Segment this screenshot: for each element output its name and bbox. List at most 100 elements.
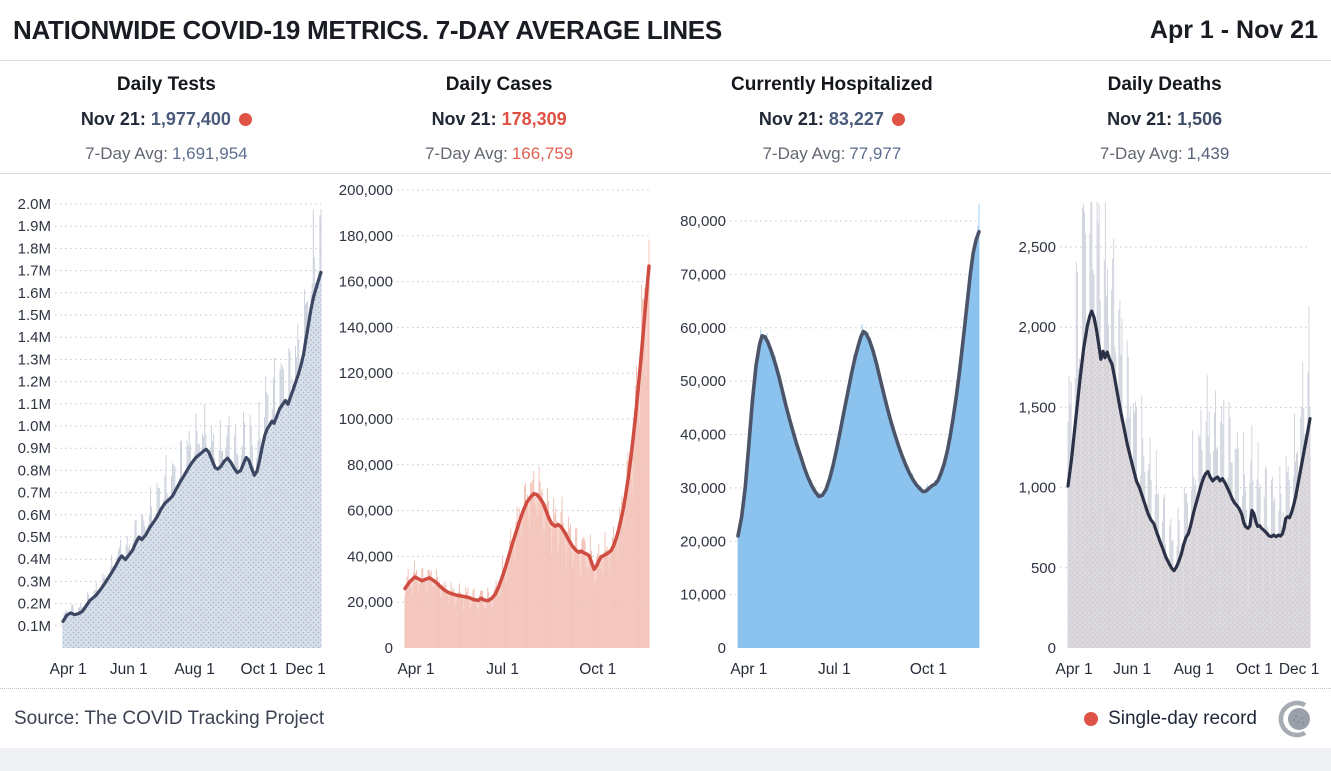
chart-figure: 80,000 70,000 60,000 50,000 40,000 30,000 20,0… [666,174,999,693]
svg-text:1.2M: 1.2M [18,374,51,391]
daily-cases-chart: 200,000 180,000 160,000 140,000 120,000 100,0… [339,182,651,678]
svg-text:500: 500 [1031,560,1056,577]
avg-value: 1,691,954 [171,144,248,163]
svg-text:0.8M: 0.8M [18,462,51,479]
stat-daily-cases: Daily Cases Nov 21: 178,309 7-Day Avg: 166… [333,61,666,173]
record-dot [891,113,905,126]
svg-text:0.9M: 0.9M [18,440,51,457]
svg-text:Dec 1: Dec 1 [285,661,326,678]
latest-label: Nov 21: [758,109,824,129]
svg-text:Oct 1: Oct 1 [910,661,947,678]
bottom-strip [0,748,1331,771]
currently-hospitalized-chart: 80,000 70,000 60,000 50,000 40,000 30,000 20,0… [680,203,981,678]
stat-avg: 7-Day Avg: 1,439 [998,144,1331,164]
source-credit: Source: The COVID Tracking Project [14,707,325,729]
svg-text:60,000: 60,000 [680,320,726,337]
footer-right: Single-day record [1084,699,1317,739]
svg-text:1.1M: 1.1M [18,396,51,413]
svg-text:2,500: 2,500 [1018,239,1056,256]
record-legend: Single-day record [1084,708,1257,730]
svg-text:1.3M: 1.3M [18,351,51,368]
svg-text:Apr 1: Apr 1 [397,661,434,678]
svg-text:Jun 1: Jun 1 [1113,661,1151,678]
svg-text:0.5M: 0.5M [18,529,51,546]
svg-text:60,000: 60,000 [347,503,393,520]
svg-text:1.7M: 1.7M [18,263,51,280]
svg-text:200,000: 200,000 [339,182,393,199]
daily-tests-chart: 2.0M 1.9M 1.8M 1.7M 1.6M 1.5M 1.4M 1.3M 1.2M 1.1M… [18,196,326,678]
svg-text:0: 0 [385,640,393,657]
svg-text:1.6M: 1.6M [18,285,51,302]
svg-text:1.4M: 1.4M [18,329,51,346]
stat-title: Daily Tests [116,74,216,95]
svg-text:40,000: 40,000 [347,548,393,565]
stat-latest: Nov 21: 178,309 [333,109,666,130]
latest-value: 1,977,400 [150,109,231,129]
avg-value: 166,759 [511,144,574,163]
stats-row: Daily Tests Nov 21: 1,977,400 7-Day Avg: 1… [0,61,1331,174]
svg-text:1.0M: 1.0M [18,418,51,435]
svg-text:Apr 1: Apr 1 [50,661,87,678]
svg-text:1,500: 1,500 [1018,399,1056,416]
stat-currently-hospitalized: Currently Hospitalized Nov 21: 83,227 7-D… [666,61,999,173]
chart-figure: 200,000 180,000 160,000 140,000 120,000 100,0… [333,174,666,693]
svg-text:1,000: 1,000 [1018,480,1056,497]
stat-title: Currently Hospitalized [731,74,933,95]
chart-figure: 2.0M 1.9M 1.8M 1.7M 1.6M 1.5M 1.4M 1.3M 1.2M 1.1M… [0,174,333,693]
svg-text:20,000: 20,000 [347,594,393,611]
svg-text:100,000: 100,000 [339,411,393,428]
stat-title: Daily Deaths [1107,74,1222,95]
stat-latest: Nov 21: 1,977,400 [0,109,333,130]
svg-text:Oct 1: Oct 1 [241,661,278,678]
svg-text:50,000: 50,000 [680,373,726,390]
svg-text:1.9M: 1.9M [18,218,51,235]
record-dot-icon [1084,711,1099,726]
svg-text:0.6M: 0.6M [18,507,51,524]
chart-figure: 2,500 2,000 1,500 1,000 500 0 Apr 1 Jun 1 Aug 1 O… [999,174,1331,693]
svg-text:Jul 1: Jul 1 [818,661,851,678]
svg-text:Jun 1: Jun 1 [110,661,148,678]
svg-text:30,000: 30,000 [680,480,726,497]
svg-text:80,000: 80,000 [347,457,393,474]
stat-title: Daily Cases [445,74,553,95]
stat-avg: 7-Day Avg: 77,977 [666,144,999,164]
svg-text:Dec 1: Dec 1 [1279,661,1320,678]
svg-text:120,000: 120,000 [339,365,393,382]
svg-text:2.0M: 2.0M [18,196,51,213]
svg-text:180,000: 180,000 [339,228,393,245]
svg-text:Apr 1: Apr 1 [1056,661,1093,678]
svg-text:10,000: 10,000 [680,587,726,604]
record-dot [238,113,252,126]
latest-value: 83,227 [828,109,884,129]
svg-text:Jul 1: Jul 1 [486,661,519,678]
svg-text:0.1M: 0.1M [18,618,51,635]
svg-text:140,000: 140,000 [339,319,393,336]
svg-text:0: 0 [718,640,726,657]
svg-text:0.4M: 0.4M [18,551,51,568]
stat-avg: 7-Day Avg: 1,691,954 [0,144,333,164]
svg-text:Apr 1: Apr 1 [730,661,767,678]
svg-text:0: 0 [1048,640,1056,657]
avg-value: 77,977 [849,144,902,163]
svg-text:0.7M: 0.7M [18,485,51,502]
svg-text:Oct 1: Oct 1 [1236,661,1273,678]
record-legend-label: Single-day record [1108,707,1257,729]
svg-text:2,000: 2,000 [1018,319,1056,336]
latest-value: 178,309 [501,109,567,129]
latest-label: Nov 21: [80,109,146,129]
date-range: Apr 1 - Nov 21 [1149,15,1318,44]
svg-text:1.8M: 1.8M [18,240,51,257]
svg-text:0.2M: 0.2M [18,596,51,613]
latest-value: 1,506 [1177,109,1223,129]
avg-label: 7-Day Avg: [85,144,168,163]
svg-text:70,000: 70,000 [680,266,726,283]
stat-latest: Nov 21: 83,227 [666,109,999,130]
latest-label: Nov 21: [431,109,497,129]
stat-latest: Nov 21: 1,506 [998,109,1331,130]
svg-text:160,000: 160,000 [339,274,393,291]
latest-label: Nov 21: [1107,109,1173,129]
avg-label: 7-Day Avg: [424,144,508,163]
svg-text:20,000: 20,000 [680,533,726,550]
